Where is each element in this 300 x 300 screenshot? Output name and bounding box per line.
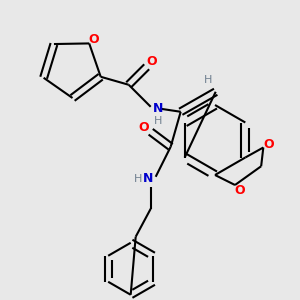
Text: N: N <box>152 102 163 115</box>
Text: H: H <box>134 174 142 184</box>
Text: O: O <box>138 121 149 134</box>
Text: O: O <box>146 55 157 68</box>
Text: N: N <box>142 172 153 185</box>
Text: H: H <box>154 116 162 126</box>
Text: O: O <box>88 33 98 46</box>
Text: O: O <box>263 138 274 151</box>
Text: O: O <box>235 184 245 196</box>
Text: H: H <box>203 75 212 85</box>
